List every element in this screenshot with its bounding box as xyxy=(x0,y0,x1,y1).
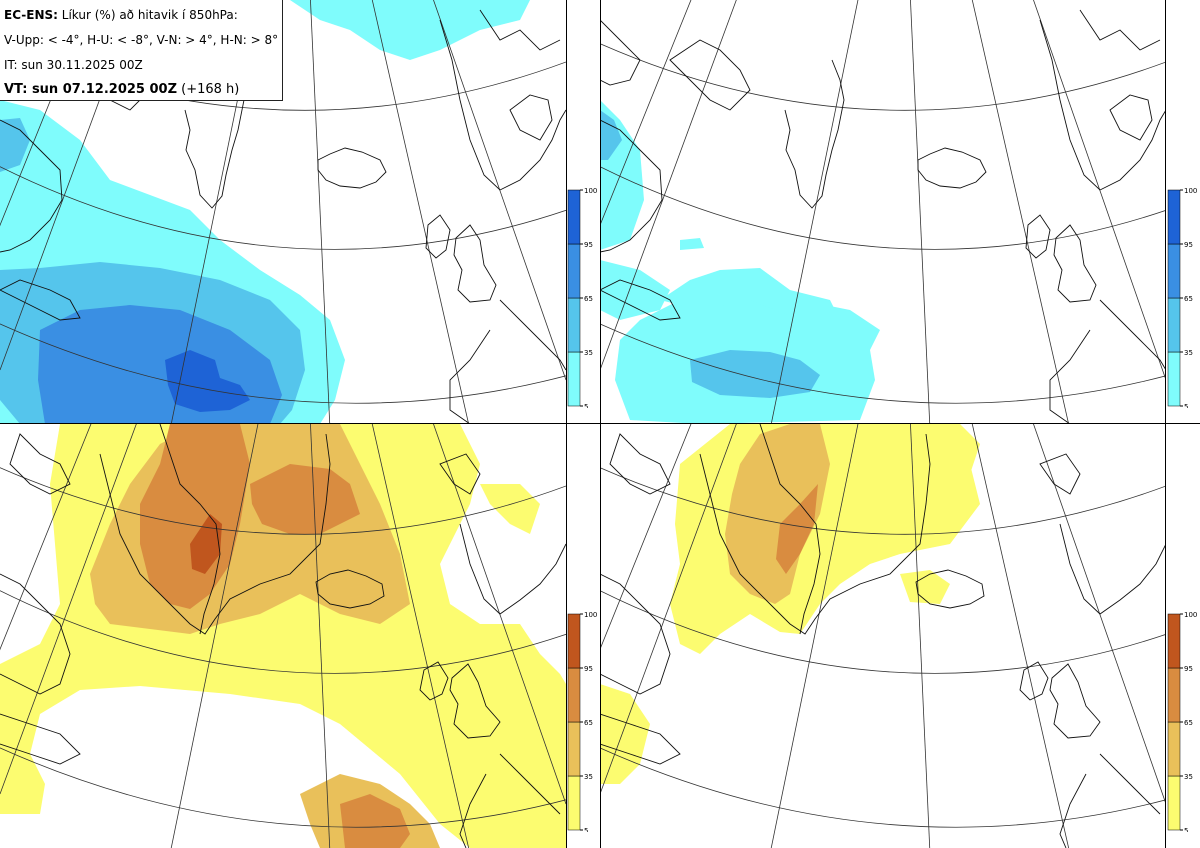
colorbar-segment xyxy=(1167,775,1181,831)
colorbar-cold-scale: 100 95 65 35 5 xyxy=(567,187,597,408)
colorbar-segment xyxy=(567,667,581,723)
colorbar-segment xyxy=(567,297,581,353)
probability-map-v-upp xyxy=(0,0,566,424)
colorbar-segment xyxy=(1167,351,1181,407)
panel-border xyxy=(600,0,601,848)
colorbar-tick-label: 100 xyxy=(1184,187,1197,195)
probability-map-h-n xyxy=(600,424,1166,848)
panel-border xyxy=(566,0,567,848)
colorbar-tick-label: 65 xyxy=(584,719,593,727)
colorbar-segment xyxy=(1167,297,1181,353)
prob-area-95-100 xyxy=(190,514,222,574)
colorbar-warm-scale: 100 95 65 35 5 xyxy=(567,611,597,832)
colorbar-tick-label: 100 xyxy=(584,611,597,619)
colorbar-tick-label: 95 xyxy=(584,241,593,249)
prob-area-65-95 xyxy=(776,484,818,574)
colorbar-tick-label: 5 xyxy=(1184,827,1188,832)
map-panel-v-n xyxy=(0,424,566,848)
colorbar-tick-label: 35 xyxy=(1184,773,1193,781)
colorbar-tick-label: 5 xyxy=(1184,403,1188,408)
colorbar-segment xyxy=(567,775,581,831)
probability-map-h-u xyxy=(600,0,1166,424)
colorbar-cold: 100 95 65 35 5 xyxy=(1166,186,1200,408)
panel-border xyxy=(0,423,1200,424)
colorbar-warm-scale: 100 95 65 35 5 xyxy=(1167,611,1197,832)
colorbar-segment xyxy=(1167,243,1181,299)
colorbar-tick-label: 65 xyxy=(1184,719,1193,727)
colorbar-tick-label: 35 xyxy=(584,773,593,781)
colorbar-segment xyxy=(567,351,581,407)
prob-area-65-95 xyxy=(140,424,250,609)
colorbar-tick-label: 65 xyxy=(584,295,593,303)
prob-area-95-100 xyxy=(165,350,250,412)
panel-border xyxy=(1165,0,1166,848)
valid-time: VT: sun 07.12.2025 00Z xyxy=(4,82,177,97)
colorbar-tick-label: 100 xyxy=(1184,611,1197,619)
colorbar-segment xyxy=(1167,721,1181,777)
colorbar-tick-label: 5 xyxy=(584,403,588,408)
map-title: Líkur (%) að hitavik í 850hPa: xyxy=(61,8,238,22)
threshold-legend: V-Upp: < -4°, H-U: < -8°, V-N: > 4°, H-N… xyxy=(4,33,279,47)
colorbar-segment xyxy=(567,721,581,777)
colorbar-tick-label: 35 xyxy=(584,349,593,357)
colorbar-tick-label: 95 xyxy=(584,665,593,673)
prob-area-35-65 xyxy=(690,350,820,398)
colorbar-segment xyxy=(567,189,581,245)
lead-time: (+168 h) xyxy=(181,82,240,97)
colorbar-warm: 100 95 65 35 5 xyxy=(566,610,600,832)
colorbar-tick-label: 95 xyxy=(1184,665,1193,673)
colorbar-segment xyxy=(567,613,581,669)
probability-map-v-n xyxy=(0,424,566,848)
map-info-box: EC-ENS: Líkur (%) að hitavik í 850hPa: V… xyxy=(0,0,283,101)
colorbar-segment xyxy=(1167,189,1181,245)
map-panel-h-n xyxy=(600,424,1166,848)
colorbar-cold-scale: 100 95 65 35 5 xyxy=(1167,187,1197,408)
model-name: EC-ENS: xyxy=(4,8,58,22)
init-time: IT: sun 30.11.2025 00Z xyxy=(4,58,143,72)
colorbar-warm: 100 95 65 35 5 xyxy=(1166,610,1200,832)
colorbar-segment xyxy=(1167,613,1181,669)
map-panel-h-u xyxy=(600,0,1166,424)
colorbar-tick-label: 35 xyxy=(1184,349,1193,357)
colorbar-tick-label: 65 xyxy=(1184,295,1193,303)
colorbar-segment xyxy=(1167,667,1181,723)
colorbar-tick-label: 95 xyxy=(1184,241,1193,249)
colorbar-segment xyxy=(567,243,581,299)
colorbar-tick-label: 100 xyxy=(584,187,597,195)
colorbar-cold: 100 95 65 35 5 xyxy=(566,186,600,408)
colorbar-tick-label: 5 xyxy=(584,827,588,832)
prob-area-35-65 xyxy=(725,424,830,604)
map-panel-v-upp: EC-ENS: Líkur (%) að hitavik í 850hPa: V… xyxy=(0,0,566,424)
